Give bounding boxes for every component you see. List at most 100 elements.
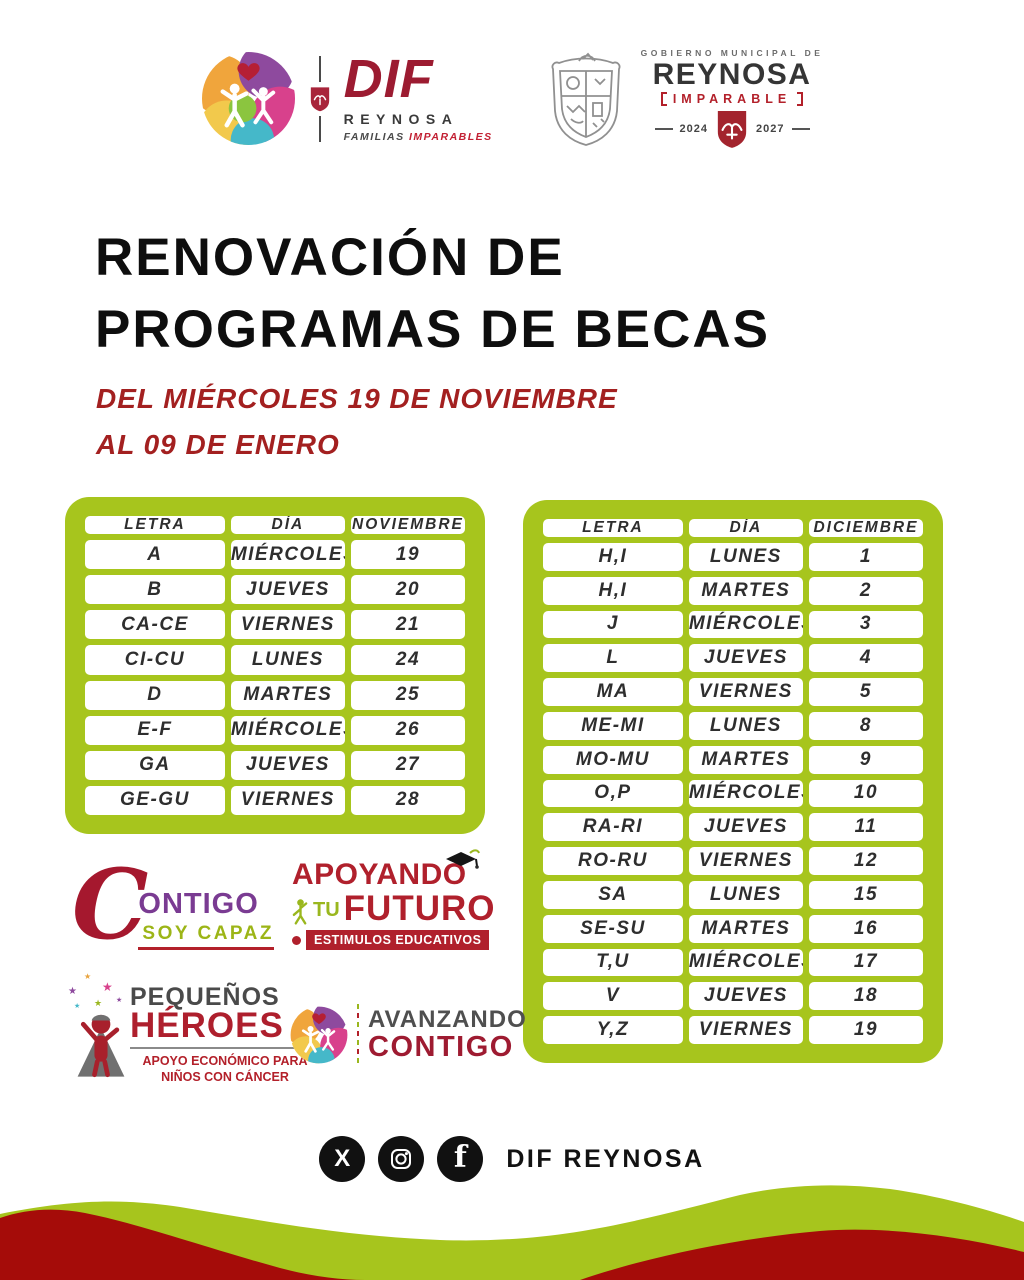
- table-row: MO-MU MARTES 9: [543, 745, 923, 774]
- table-cell: Y,Z: [543, 1016, 683, 1044]
- title-line-1: RENOVACIÓN DE: [95, 228, 565, 287]
- table-cell: JUEVES: [688, 644, 803, 673]
- dif-tagline: FAMILIAS IMPARABLES: [343, 130, 493, 143]
- contigo-soy-capaz-logo: C ONTIGO SOY CAPAZ: [72, 848, 274, 961]
- table-cell: LUNES: [230, 645, 345, 675]
- title-line-2: PROGRAMAS DE BECAS: [95, 300, 771, 360]
- red-dot-icon: [292, 935, 301, 945]
- table-cell: LUNES: [688, 711, 803, 740]
- table-row: SA LUNES 15: [543, 880, 923, 909]
- table-cell: E-F: [85, 715, 225, 745]
- dash-right: [791, 128, 810, 130]
- contigo-initial: C: [72, 848, 149, 961]
- table-row: E-F MIÉRCOLES 26: [85, 715, 465, 745]
- bracket-right: [797, 92, 804, 106]
- table-cell: CA-CE: [85, 610, 225, 640]
- tu-futuro-line: TU FUTURO: [292, 891, 502, 926]
- facebook-icon[interactable]: f: [437, 1136, 484, 1182]
- table-row: J MIÉRCOLES 3: [543, 610, 923, 639]
- table-row: T,U MIÉRCOLES 17: [543, 948, 923, 977]
- table-cell: 20: [350, 575, 465, 605]
- table-cell: CI-CU: [85, 645, 225, 675]
- table-cell: JUEVES: [688, 813, 803, 842]
- table-row: RO-RU VIERNES 12: [543, 847, 923, 875]
- table-cell: J: [543, 610, 683, 639]
- dif-small-shield-icon: [310, 86, 329, 111]
- gov-years: 2024 2027: [654, 109, 810, 149]
- column-header: NOVIEMBRE: [350, 516, 465, 534]
- dif-divider: [309, 55, 331, 142]
- estimulos-bar: ESTIMULOS EDUCATIVOS: [306, 930, 490, 950]
- table-cell: 1: [808, 543, 923, 571]
- table-row: H,I MARTES 2: [543, 576, 923, 605]
- gov-wordmark: GOBIERNO MUNICIPAL DE REYNOSA IMPARABLE …: [641, 48, 824, 149]
- dash-left: [654, 128, 673, 130]
- dif-reynosa-logo: DIF REYNOSA FAMILIAS IMPARABLES: [201, 51, 493, 146]
- table-cell: GE-GU: [85, 785, 225, 815]
- column-header: DICIEMBRE: [808, 519, 923, 537]
- table-cell: RO-RU: [543, 847, 683, 875]
- dif-wordmark: DIF REYNOSA FAMILIAS IMPARABLES: [343, 49, 493, 143]
- column-header: LETRA: [85, 516, 225, 534]
- apoyando-word: APOYANDO: [292, 849, 480, 890]
- table-cell: MIÉRCOLES: [688, 948, 803, 977]
- dif-city: REYNOSA: [343, 110, 459, 127]
- table-row: L JUEVES 4: [543, 644, 923, 673]
- avanzando-word: AVANZANDO: [368, 1006, 527, 1034]
- table-cell: 27: [350, 750, 465, 780]
- avanzando-contigo-word: CONTIGO: [368, 1031, 514, 1064]
- dif-mosaic-circle-icon: [201, 51, 295, 146]
- program-logos: C ONTIGO SOY CAPAZ APOYANDO: [62, 848, 526, 1098]
- superhero-kid-icon: [77, 1014, 125, 1078]
- subtitle-line-1: DEL MIÉRCOLES 19 DE NOVIEMBRE: [96, 383, 618, 414]
- table-cell: SE-SU: [543, 914, 683, 943]
- table-cell: 17: [808, 948, 923, 977]
- table-cell: 12: [808, 847, 923, 875]
- table-cell: 25: [350, 680, 465, 710]
- column-header: DÍA: [688, 519, 803, 537]
- table-cell: MIÉRCOLES: [688, 610, 803, 639]
- table-cell: SA: [543, 880, 683, 909]
- table-cell: H,I: [543, 576, 683, 605]
- table-cell: 16: [808, 914, 923, 943]
- november-schedule-table: LETRA DÍA NOVIEMBRE A MIÉRCOLES 19 B JUEVES 20 CA…: [79, 510, 471, 821]
- table-cell: MARTES: [688, 914, 803, 943]
- table-cell: 3: [808, 610, 923, 639]
- year-from: 2024: [679, 123, 709, 135]
- instagram-icon[interactable]: [378, 1136, 425, 1182]
- stars-icon: ★ ★ ★ ★ ★ ★: [68, 972, 123, 1011]
- tu-word: TU: [313, 899, 340, 921]
- table-cell: 10: [808, 779, 923, 808]
- table-cell: 5: [808, 678, 923, 706]
- table-cell: LUNES: [688, 543, 803, 571]
- column-header: DÍA: [230, 516, 345, 534]
- green-person-icon: [292, 899, 308, 925]
- table-cell: MIÉRCOLES: [688, 779, 803, 808]
- dif-name: DIF: [343, 49, 434, 110]
- table-cell: B: [85, 575, 225, 605]
- header-row: LETRA DÍA DICIEMBRE: [543, 519, 923, 537]
- apoyando-tu-futuro-logo: APOYANDO TU FUTURO ESTIMULOS EDUCATIV: [292, 849, 502, 950]
- table-row: O,P MIÉRCOLES 10: [543, 779, 923, 808]
- table-cell: 28: [350, 785, 465, 815]
- table-row: CI-CU LUNES 24: [85, 645, 465, 675]
- page-title: RENOVACIÓN DE PROGRAMAS DE BECAS: [95, 222, 770, 366]
- table-row: D MARTES 25: [85, 680, 465, 710]
- contigo-tagline: SOY CAPAZ: [138, 921, 274, 950]
- table-cell: VIERNES: [230, 610, 345, 640]
- table-cell: 26: [350, 715, 465, 745]
- table-row: RA-RI JUEVES 11: [543, 813, 923, 842]
- social-handle: DIF REYNOSA: [506, 1144, 705, 1173]
- table-cell: GA: [85, 750, 225, 780]
- table-cell: D: [85, 680, 225, 710]
- date-range-subtitle: DEL MIÉRCOLES 19 DE NOVIEMBRE AL 09 DE E…: [96, 376, 618, 469]
- table-cell: VIERNES: [688, 847, 803, 875]
- table-cell: MIÉRCOLES: [230, 715, 345, 745]
- table-cell: 9: [808, 745, 923, 774]
- december-schedule-table: LETRA DÍA DICIEMBRE H,I LUNES 1 H,I MARTES 2 J MIÉ…: [537, 513, 929, 1050]
- x-icon[interactable]: X: [319, 1136, 366, 1182]
- subtitle-line-2: AL 09 DE ENERO: [96, 429, 340, 461]
- gov-motto: IMPARABLE: [660, 92, 804, 106]
- table-cell: JUEVES: [688, 982, 803, 1011]
- table-row: GE-GU VIERNES 28: [85, 785, 465, 815]
